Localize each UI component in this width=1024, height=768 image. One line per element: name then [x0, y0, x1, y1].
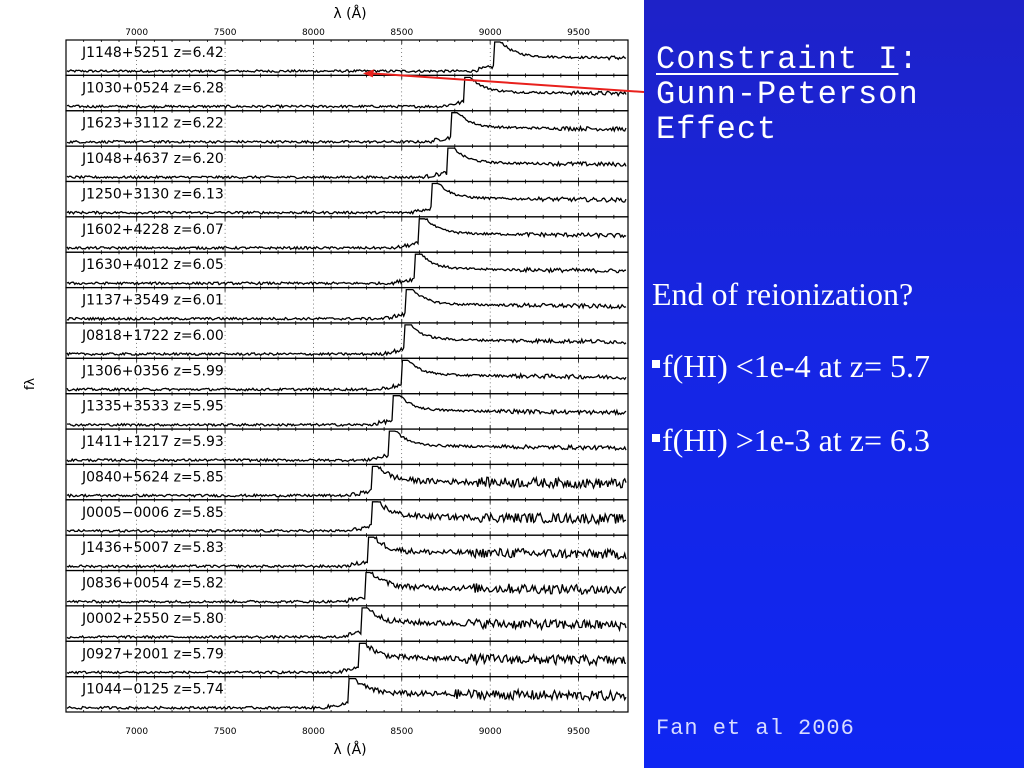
spectrum-label: J1044−0125 z=5.74	[81, 682, 224, 698]
spectrum-line	[66, 642, 627, 675]
spectrum-label: J1630+4012 z=6.05	[81, 257, 224, 273]
text-panel: Constraint I: Gunn-Peterson Effect End of …	[644, 0, 1024, 768]
citation: Fan et al 2006	[656, 716, 855, 741]
spectrum-line	[66, 112, 627, 145]
spectrum-line	[66, 359, 627, 392]
spectrum-label: J0836+0054 z=5.82	[81, 576, 224, 592]
spectrum-label: J1411+1217 z=5.93	[81, 434, 224, 450]
spectrum-label: J1250+3130 z=6.13	[81, 186, 224, 202]
constraint-title-colon: :	[898, 41, 919, 78]
x-tick-label-top: 7500	[214, 28, 237, 38]
x-tick-label-bottom: 8500	[390, 727, 413, 737]
spectrum-label: J0927+2001 z=5.79	[81, 646, 224, 662]
spectrum-label: J1137+3549 z=6.01	[81, 293, 224, 309]
x-tick-label-top: 7000	[125, 28, 148, 38]
spectrum-line	[66, 430, 627, 463]
annotation-arrow-line	[370, 72, 644, 93]
constraint-title-underlined: Constraint I	[656, 41, 899, 78]
spectrum-label: J1030+0524 z=6.28	[81, 80, 224, 96]
constraint-title-line3: Effect	[656, 111, 778, 148]
x-tick-label-bottom: 9500	[567, 727, 590, 737]
x-tick-label-bottom: 7500	[214, 727, 237, 737]
spectrum-line	[66, 147, 627, 180]
spectrum-label: J1602+4228 z=6.07	[81, 222, 224, 238]
spectrum-line	[66, 324, 627, 357]
spectrum-line	[66, 677, 627, 711]
spectrum-label: J1306+0356 z=5.99	[81, 363, 224, 379]
x-axis-label-bottom: λ (Å)	[333, 741, 366, 758]
spectra-figure: J1148+5251 z=6.42 J1030+0524 z=6.28 J1623+…	[0, 0, 644, 768]
spectrum-line	[66, 607, 627, 640]
x-tick-label-top: 9500	[567, 28, 590, 38]
spectrum-label: J0002+2550 z=5.80	[81, 611, 224, 627]
spectrum-line	[66, 41, 627, 74]
y-axis-label: fλ	[23, 378, 38, 391]
spectrum-line	[66, 501, 627, 534]
x-axis-label-top: λ (Å)	[333, 5, 366, 22]
square-bullet-icon	[652, 360, 660, 368]
spectrum-line	[66, 182, 627, 215]
bullet-heading: End of reionization?	[652, 276, 914, 312]
x-tick-label-top: 9000	[479, 28, 502, 38]
spectrum-line	[66, 465, 627, 499]
bullet-item: f(HI) >1e-3 at z= 6.3	[652, 422, 930, 459]
spectrum-line	[66, 76, 627, 110]
x-tick-label-bottom: 9000	[479, 727, 502, 737]
spectra-chart: J1148+5251 z=6.42 J1030+0524 z=6.28 J1623+…	[23, 5, 644, 758]
spectrum-line	[66, 253, 627, 286]
spectrum-line	[66, 288, 627, 322]
spectrum-label: J1148+5251 z=6.42	[81, 45, 224, 61]
x-tick-label-top: 8000	[302, 28, 325, 38]
spectrum-line	[66, 535, 627, 569]
bullet-item-text: f(HI) <1e-4 at z= 5.7	[662, 348, 930, 384]
bullet-item: f(HI) <1e-4 at z= 5.7	[652, 348, 930, 385]
square-bullet-icon	[652, 434, 660, 442]
annotation-arrowhead	[362, 69, 374, 78]
spectrum-label: J0818+1722 z=6.00	[81, 328, 224, 344]
spectrum-label: J1048+4637 z=6.20	[81, 151, 224, 167]
spectrum-label: J0005−0006 z=5.85	[81, 505, 224, 521]
bullet-item-text: f(HI) >1e-3 at z= 6.3	[662, 422, 930, 458]
spectrum-label: J1335+3533 z=5.95	[81, 399, 224, 415]
spectrum-line	[66, 218, 627, 251]
spectrum-panel	[65, 676, 629, 713]
spectrum-label: J1623+3112 z=6.22	[81, 116, 224, 132]
constraint-title-line2: Gunn-Peterson	[656, 76, 919, 113]
x-tick-label-bottom: 8000	[302, 727, 325, 737]
spectrum-label: J1436+5007 z=5.83	[81, 540, 224, 556]
spectrum-line	[66, 571, 627, 604]
spectrum-label: J0840+5624 z=5.85	[81, 469, 224, 485]
spectrum-line	[66, 395, 627, 428]
x-tick-label-top: 8500	[390, 28, 413, 38]
constraint-title: Constraint I: Gunn-Peterson Effect	[656, 42, 919, 147]
x-tick-label-bottom: 7000	[125, 727, 148, 737]
